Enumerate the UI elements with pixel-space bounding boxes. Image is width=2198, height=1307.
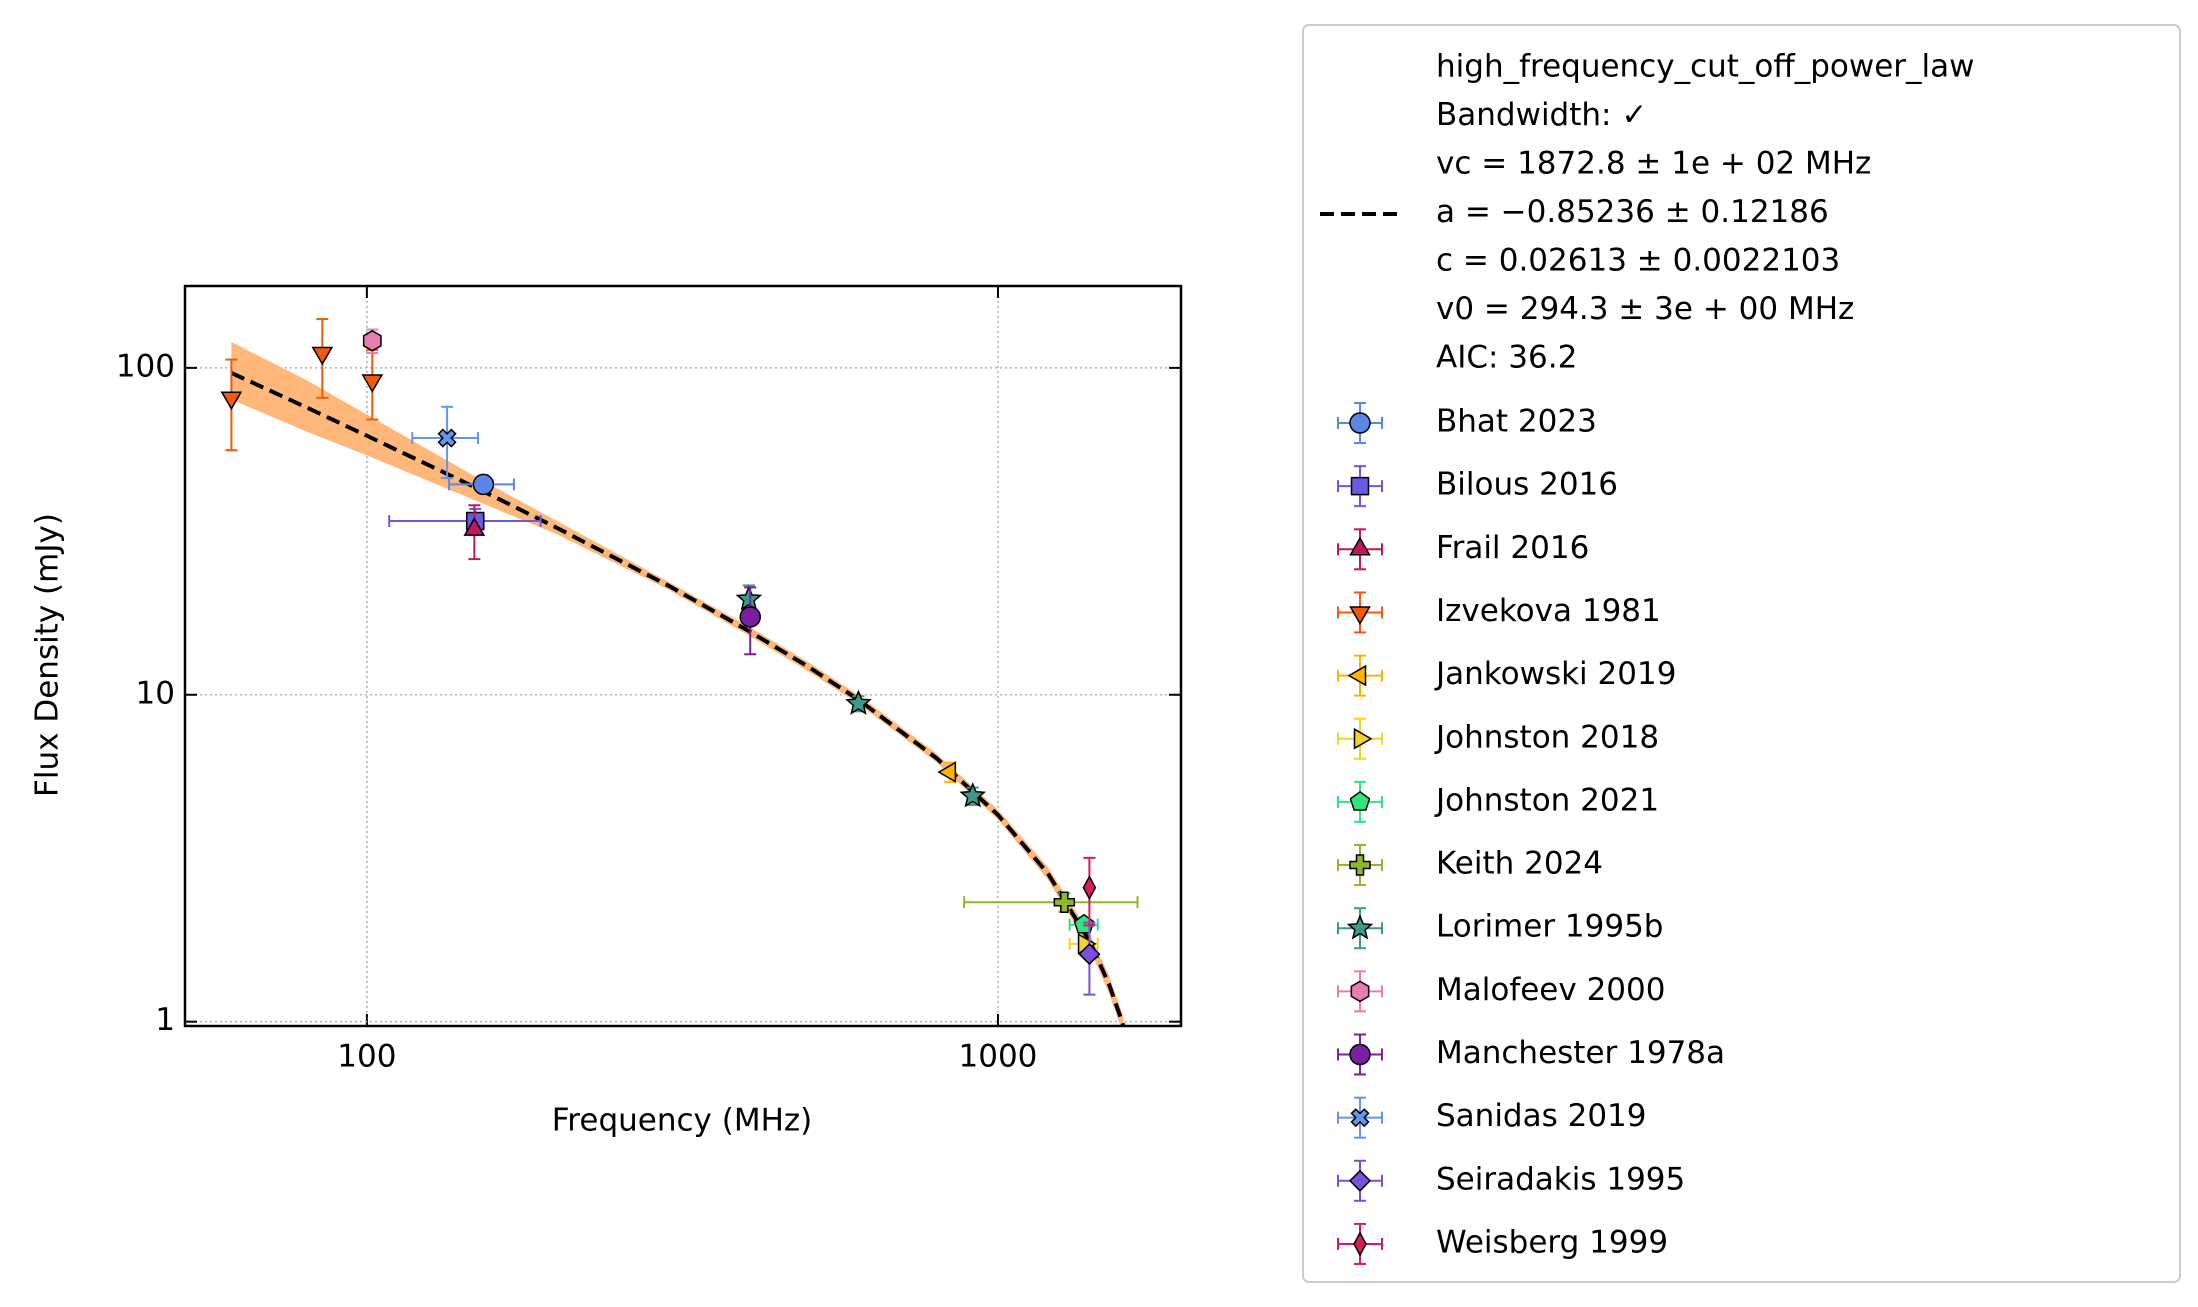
legend-fit-label: c = 0.02613 ± 0.0022103 xyxy=(1436,243,1840,279)
legend-marker xyxy=(1349,606,1371,625)
data-point xyxy=(959,782,986,808)
legend-box xyxy=(1302,24,2181,1283)
x-error-bar xyxy=(963,896,1139,909)
data-point xyxy=(1082,875,1097,901)
plot-frame xyxy=(183,284,1183,1028)
legend-marker xyxy=(1347,664,1367,687)
data-point xyxy=(735,585,763,611)
x-axis-label: Frequency (MHz) xyxy=(552,1103,813,1139)
legend-marker xyxy=(1349,536,1371,556)
legend-label: Manchester 1978a xyxy=(1436,1035,1725,1071)
legend-marker xyxy=(1350,980,1370,1003)
x-tick-label: 1000 xyxy=(959,1039,1038,1075)
data-point xyxy=(361,374,384,393)
x-error-bar xyxy=(388,515,542,528)
y-tick-label: 10 xyxy=(136,675,175,711)
data-point xyxy=(845,689,872,715)
data-point xyxy=(220,391,243,411)
legend-fit-label: AIC: 36.2 xyxy=(1436,340,1577,376)
legend-label: Jankowski 2019 xyxy=(1434,656,1676,692)
legend-marker xyxy=(1349,854,1371,876)
legend-marker xyxy=(1346,914,1374,940)
fit-line xyxy=(230,371,1126,1026)
data-point xyxy=(937,761,957,783)
legend-marker xyxy=(1350,476,1370,496)
legend-fit-label: v0 = 294.3 ± 3e + 00 MHz xyxy=(1436,291,1854,327)
data-point xyxy=(437,428,457,448)
legend-fit-label: a = −0.85236 ± 0.12186 xyxy=(1436,194,1829,230)
legend-fit-label: vc = 1872.8 ± 1e + 02 MHz xyxy=(1436,146,1871,182)
legend-marker xyxy=(1349,412,1371,434)
y-axis-label: Flux Density (mJy) xyxy=(30,513,66,797)
legend-label: Keith 2024 xyxy=(1436,846,1603,882)
x-tick-label: 100 xyxy=(337,1039,396,1075)
legend-label: Frail 2016 xyxy=(1436,530,1589,566)
legend-marker xyxy=(1348,1169,1372,1192)
fit-band xyxy=(231,341,1124,1026)
plot-area xyxy=(230,341,1126,1026)
legend-label: Malofeev 2000 xyxy=(1436,972,1665,1008)
legend-label: Johnston 2021 xyxy=(1434,782,1659,818)
legend-label: Bhat 2023 xyxy=(1436,404,1597,440)
legend-label: Sanidas 2019 xyxy=(1436,1098,1647,1134)
data-point xyxy=(311,346,334,366)
y-tick-label: 1 xyxy=(155,1002,175,1038)
legend-marker xyxy=(1353,1231,1367,1257)
legend-label: Johnston 2018 xyxy=(1434,719,1659,755)
legend-fit-label: Bandwidth: ✓ xyxy=(1436,97,1647,133)
legend-marker xyxy=(1353,727,1373,750)
legend-label: Weisberg 1999 xyxy=(1436,1224,1668,1260)
data-point xyxy=(362,329,382,352)
legend-label: Bilous 2016 xyxy=(1436,467,1618,503)
legend-label: Seiradakis 1995 xyxy=(1436,1161,1685,1197)
data-point xyxy=(1053,891,1076,913)
legend-label: Izvekova 1981 xyxy=(1436,593,1661,629)
legend-marker xyxy=(1349,1043,1371,1066)
legend-label: Lorimer 1995b xyxy=(1436,909,1664,945)
data-point xyxy=(739,606,761,628)
legend-fit-label: high_frequency_cut_off_power_law xyxy=(1436,49,1975,85)
data-point xyxy=(472,473,495,496)
legend-marker xyxy=(1350,1108,1370,1128)
data-point xyxy=(463,517,486,536)
legend-marker xyxy=(1349,790,1371,811)
data-point xyxy=(1078,943,1101,966)
y-tick-label: 100 xyxy=(116,348,175,384)
